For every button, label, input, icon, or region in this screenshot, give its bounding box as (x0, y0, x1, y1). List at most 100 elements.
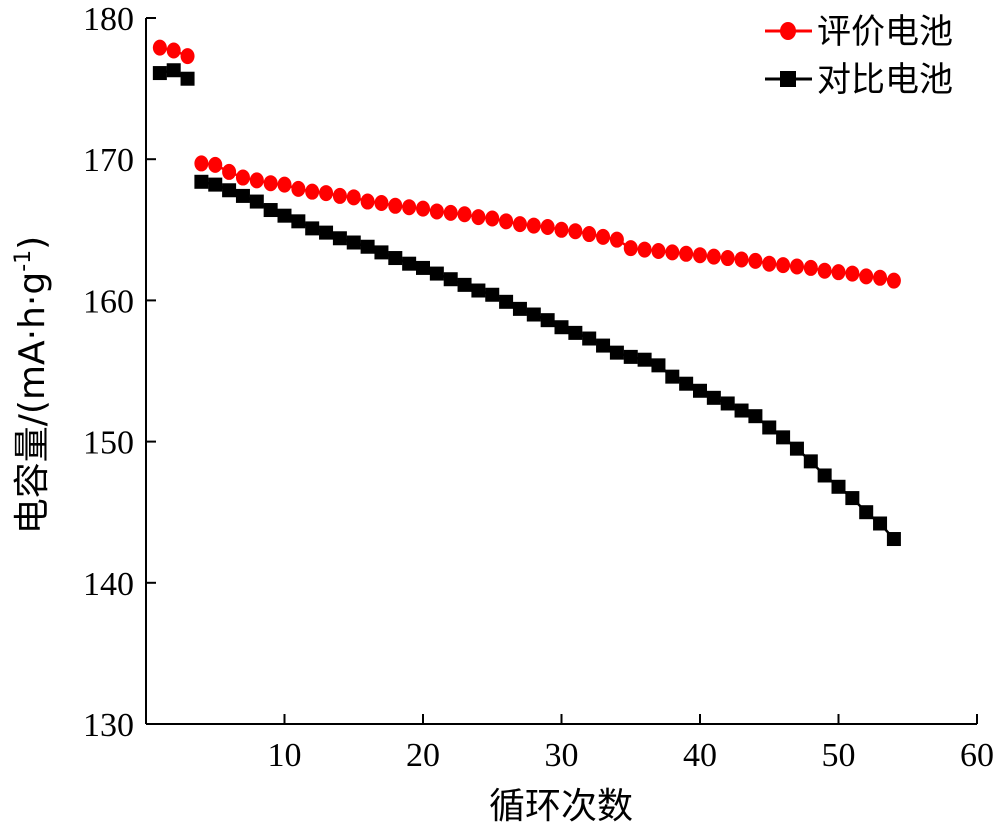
data-point (263, 175, 278, 192)
data-point (429, 266, 444, 281)
data-point (443, 272, 458, 287)
y-axis-title-close: ) (12, 236, 53, 250)
data-point (402, 256, 417, 271)
y-axis-title: 电容量/(mA·h·g-1) (11, 236, 53, 534)
data-point (623, 349, 638, 364)
data-point (886, 532, 901, 547)
data-point (194, 174, 209, 189)
legend-marker (780, 71, 796, 87)
data-point (457, 277, 472, 292)
data-point (277, 176, 292, 193)
data-point (776, 257, 791, 274)
data-point (817, 262, 832, 279)
data-point (499, 294, 514, 309)
data-point (734, 403, 749, 418)
data-point (762, 255, 777, 272)
data-point (388, 251, 403, 266)
data-point (208, 177, 223, 192)
data-point (222, 183, 237, 198)
x-axis-ticks: 10 20 30 40 50 60 (268, 714, 994, 774)
data-point (845, 491, 860, 506)
data-point (623, 240, 638, 257)
data-point (443, 204, 458, 221)
data-point (249, 172, 264, 189)
data-point (416, 260, 430, 275)
data-point (471, 283, 486, 298)
data-point (235, 188, 250, 203)
data-point (776, 430, 791, 445)
data-point (374, 194, 389, 211)
data-point (789, 258, 804, 275)
data-point (693, 383, 707, 398)
data-point (180, 71, 195, 86)
data-point (873, 269, 888, 286)
data-point (609, 345, 624, 360)
data-point (720, 396, 735, 411)
data-point (748, 252, 763, 269)
data-point (651, 358, 666, 373)
data-point (235, 169, 250, 186)
x-axis-title: 循环次数 (489, 786, 633, 827)
data-point (554, 320, 569, 335)
data-point (499, 213, 514, 230)
data-point (346, 235, 361, 250)
data-point (540, 218, 555, 235)
data-point (831, 264, 846, 281)
data-point (249, 194, 264, 209)
series-1 (152, 39, 901, 289)
data-point (831, 479, 846, 494)
data-point (180, 48, 195, 65)
data-point (388, 197, 403, 214)
data-point (803, 454, 818, 469)
data-point (859, 505, 874, 520)
x-tick-label: 30 (545, 737, 579, 774)
y-tick-label: 140 (83, 566, 134, 603)
x-tick-label: 10 (268, 737, 302, 774)
y-tick-label: 130 (83, 707, 134, 744)
data-point (457, 206, 472, 223)
data-point (319, 185, 334, 202)
x-tick-label: 50 (822, 737, 856, 774)
data-point (332, 187, 347, 204)
data-point (859, 268, 874, 285)
data-point (166, 42, 181, 59)
data-point (706, 248, 721, 265)
data-point (277, 208, 292, 223)
data-point (568, 223, 583, 240)
data-point (416, 200, 430, 217)
data-point (471, 209, 486, 226)
y-axis-ticks: 130 140 150 160 170 180 (83, 1, 156, 744)
legend-item: 评价电池 (765, 12, 953, 52)
x-tick-label: 40 (683, 737, 717, 774)
legend-marker (780, 22, 796, 40)
data-point (526, 307, 541, 322)
data-point (637, 352, 652, 367)
data-point (319, 225, 334, 240)
data-point (360, 193, 375, 210)
data-point (679, 245, 694, 262)
data-point (166, 63, 181, 78)
data-point (817, 468, 832, 483)
data-point (609, 231, 624, 248)
data-point (554, 221, 569, 238)
data-point (222, 163, 237, 180)
data-point (305, 183, 320, 200)
data-point (208, 156, 223, 173)
data-point (429, 203, 444, 220)
data-point (720, 250, 735, 267)
y-tick-label: 160 (83, 283, 134, 320)
data-point (263, 203, 278, 218)
data-point (374, 245, 389, 260)
x-tick-label: 60 (960, 737, 994, 774)
series-2 (152, 63, 901, 547)
legend-item: 对比电池 (765, 60, 953, 100)
y-tick-label: 150 (83, 425, 134, 462)
data-point (540, 313, 555, 328)
data-point (789, 441, 804, 456)
data-point (803, 259, 818, 276)
data-point (291, 214, 306, 229)
data-point (873, 516, 888, 531)
data-point (485, 287, 500, 302)
